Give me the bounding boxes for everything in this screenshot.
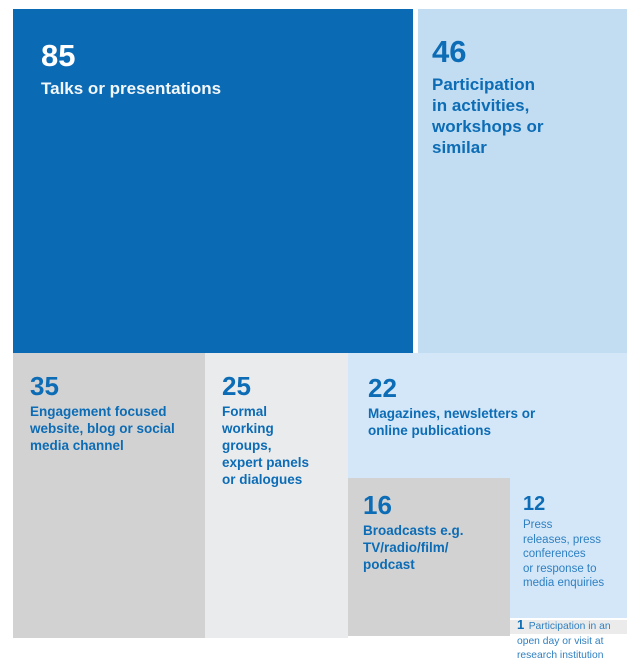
treemap-tile-broadcasts: 16 Broadcasts e.g. TV/radio/film/ podcas… — [348, 478, 510, 636]
tile-value: 25 — [222, 371, 251, 401]
tile-label: Press releases, press conferences or res… — [523, 519, 605, 589]
tile-label: Formal working groups, expert panels or … — [222, 404, 310, 487]
treemap-tile-open-day: 1 Participation in an open day or visit … — [510, 617, 627, 660]
tile-value: 1 — [517, 617, 525, 632]
treemap-tile-magazines-newsletters: 22 Magazines, newsletters or online publ… — [348, 353, 627, 478]
tile-label: Broadcasts e.g. TV/radio/film/ podcast — [363, 523, 464, 572]
tile-value: 35 — [30, 371, 59, 401]
tile-value: 12 — [523, 493, 546, 515]
treemap-tile-talks-or-presentations: 85 Talks or presentations — [13, 9, 413, 353]
treemap-tile-participation-in-activities: 46 Participation in activities, workshop… — [418, 9, 627, 353]
treemap-tile-formal-working-groups: 25 Formal working groups, expert panels … — [205, 353, 348, 638]
tile-value: 16 — [363, 490, 392, 520]
tile-value: 85 — [41, 38, 76, 73]
tile-label: Talks or presentations — [41, 79, 222, 98]
tile-value: 22 — [368, 373, 397, 403]
tile-label: Magazines, newsletters or online publica… — [368, 406, 536, 438]
treemap-tile-press-releases: 12 Press releases, press conferences or … — [510, 478, 627, 618]
treemap-tile-open-day-background — [510, 620, 627, 634]
tile-label: Engagement focused website, blog or soci… — [30, 404, 175, 453]
treemap-tile-engagement-website-blog-social: 35 Engagement focused website, blog or s… — [13, 353, 205, 638]
tile-label: Participation in activities, workshops o… — [432, 75, 544, 157]
tile-value: 46 — [432, 34, 467, 69]
tile-label: Participation in an open day or visit at… — [517, 621, 611, 660]
